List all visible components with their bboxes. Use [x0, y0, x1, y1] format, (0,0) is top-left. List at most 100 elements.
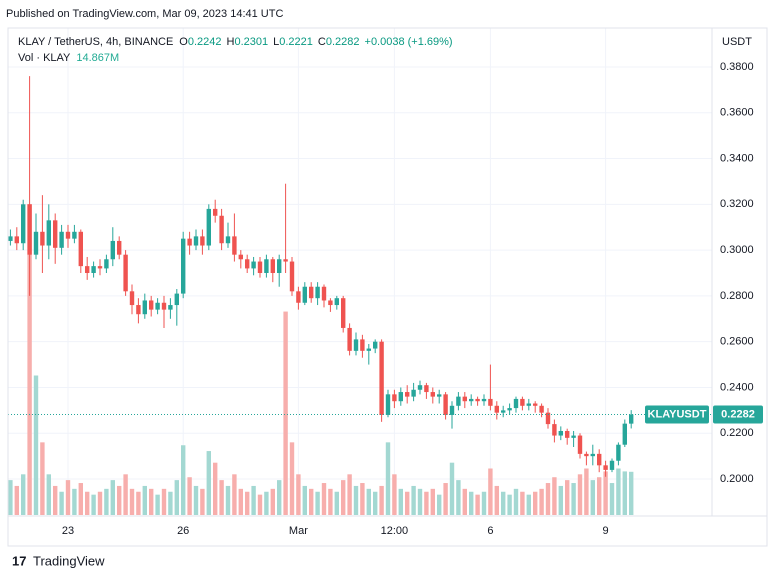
price-tag — [713, 405, 763, 424]
volume-bar — [270, 488, 275, 515]
volume-bar — [622, 471, 627, 515]
volume-bar — [379, 485, 384, 515]
volume-bar — [462, 488, 467, 515]
o-label: O — [179, 36, 188, 48]
candle-body — [33, 231, 39, 255]
volume-bar — [213, 462, 218, 515]
volume-bar — [8, 480, 13, 515]
candle-body — [232, 236, 237, 255]
volume-bar — [513, 488, 519, 515]
candle-body — [46, 220, 51, 246]
candle-body — [91, 266, 96, 273]
volume-bar — [161, 488, 167, 515]
candle-body — [65, 231, 71, 239]
volume-bar — [315, 491, 320, 515]
volume-bar — [405, 491, 410, 515]
candle-body — [584, 453, 589, 457]
volume-bar — [309, 488, 314, 515]
candle-body — [302, 286, 307, 303]
volume-bar — [545, 483, 551, 515]
volume-bar — [264, 491, 269, 515]
candle-body — [603, 465, 608, 470]
volume-bar — [129, 488, 135, 515]
candle-body — [27, 204, 32, 255]
y-tick-label: 0.3400 — [720, 152, 754, 164]
volume-bar — [117, 485, 122, 515]
volume-bar — [174, 480, 179, 515]
candle-body — [616, 444, 621, 461]
candle-body — [97, 266, 103, 269]
candle-body — [366, 348, 371, 351]
candle-body — [462, 396, 467, 402]
y-tick-label: 0.2000 — [720, 473, 754, 485]
volume-bar — [21, 474, 26, 515]
candle-body — [85, 266, 90, 273]
currency-label: USDT — [722, 36, 752, 48]
volume-bar — [72, 488, 77, 515]
candle-body — [475, 398, 480, 402]
candle-body — [321, 286, 327, 301]
volume-bar — [40, 442, 45, 515]
volume-bar — [430, 488, 435, 515]
chart-frame — [7, 27, 768, 547]
y-tick-label: 0.3800 — [720, 61, 754, 73]
volume-bar — [609, 483, 615, 515]
candle-body — [513, 398, 519, 409]
price-tag-label: 0.2282 — [721, 408, 755, 420]
candle-body — [59, 231, 64, 248]
candle-body — [347, 327, 352, 351]
candle-body — [315, 286, 320, 299]
volume-bar — [181, 445, 186, 515]
candle-body — [328, 300, 333, 306]
candle-body — [117, 240, 122, 255]
candle-body — [78, 231, 83, 267]
candle-body — [8, 236, 13, 241]
volume-bar — [78, 483, 83, 515]
volume-bar — [341, 480, 346, 515]
candle-body — [629, 414, 634, 424]
candle-body — [270, 259, 275, 273]
footer-brand: TradingView — [33, 553, 105, 568]
volume-bar — [328, 488, 333, 515]
candle-body — [289, 261, 295, 292]
volume-legend: Vol · KLAY 14.867M — [18, 52, 119, 64]
candle-body — [597, 453, 602, 466]
volume-bar — [97, 491, 103, 515]
volume-bar — [200, 488, 205, 515]
candle-body — [136, 305, 141, 315]
ticker-tag — [645, 405, 709, 424]
candle-body — [437, 394, 442, 397]
volume-bar — [417, 488, 423, 515]
symbol: KLAY / TetherUS, 4h, BINANCE O0.2242 H0.23… — [18, 36, 453, 48]
candle-body — [507, 408, 512, 411]
volume-bar — [53, 485, 58, 515]
volume-bar — [193, 485, 199, 515]
volume-bar — [539, 488, 544, 515]
volume-bar — [219, 480, 224, 515]
volume-bar — [443, 483, 448, 515]
candle-body — [200, 236, 205, 246]
candle-body — [219, 215, 224, 244]
ticker-label: KLAYUSDT — [648, 408, 707, 420]
volume-bar — [449, 462, 455, 515]
volume-bar — [91, 494, 96, 515]
candle-body — [40, 231, 45, 246]
volume-bar — [136, 491, 141, 515]
candle-body — [168, 305, 173, 310]
candle-body — [379, 341, 384, 415]
candle-body — [552, 424, 557, 436]
candle-body — [558, 430, 563, 436]
candle-body — [443, 394, 448, 415]
symbol-name: KLAY / TetherUS, 4h, BINANCE — [18, 36, 173, 48]
candle-body — [373, 341, 378, 349]
candle-body — [520, 398, 525, 406]
volume-bar — [65, 480, 71, 515]
volume-bar — [494, 485, 499, 515]
candle-body — [385, 394, 391, 415]
volume-bar — [232, 474, 237, 515]
c-label: C — [318, 36, 326, 48]
volume-name: Vol · KLAY — [18, 52, 71, 64]
candle-body — [456, 396, 461, 406]
volume-bar — [373, 491, 378, 515]
